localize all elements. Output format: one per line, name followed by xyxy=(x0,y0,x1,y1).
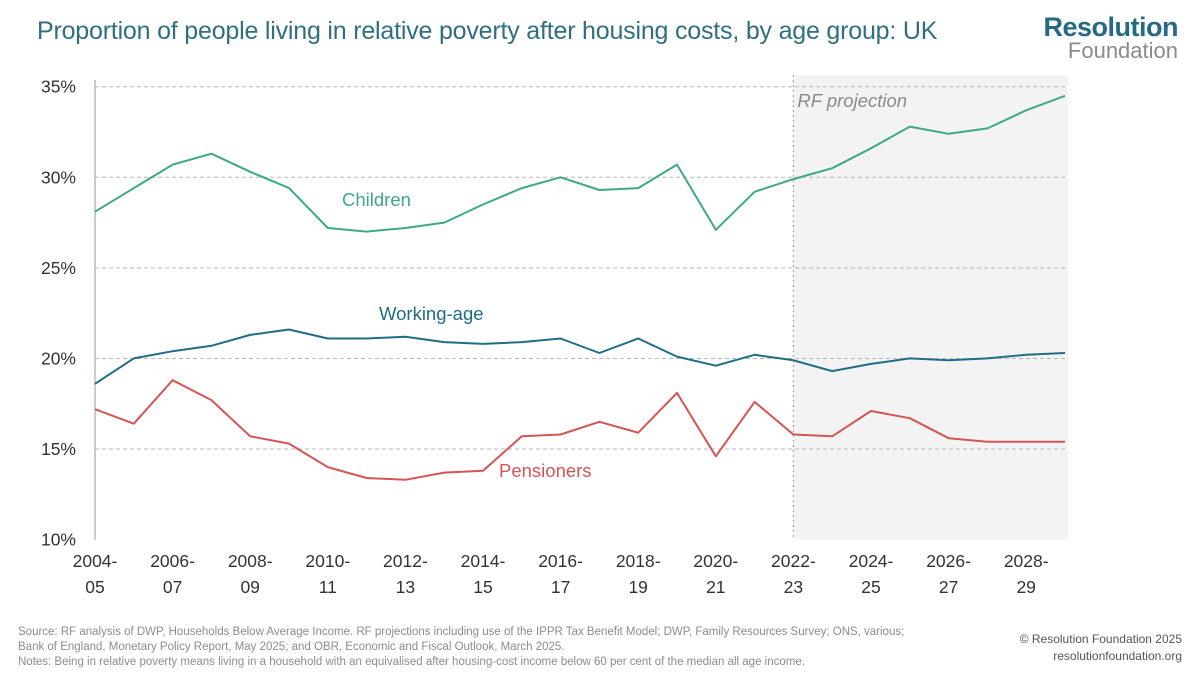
source-line-1: Source: RF analysis of DWP, Households B… xyxy=(18,626,905,638)
x-tick-label: 2012- xyxy=(383,551,428,571)
x-tick-label: 2008- xyxy=(228,551,273,571)
x-tick-label: 11 xyxy=(319,577,337,597)
website-link[interactable]: resolutionfoundation.org xyxy=(1053,649,1182,663)
y-tick-label: 25% xyxy=(41,258,76,278)
x-tick-label: 13 xyxy=(396,577,415,597)
x-tick-label: 05 xyxy=(85,577,104,597)
footer-notes: Source: RF analysis of DWP, Households B… xyxy=(18,625,978,670)
x-tick-label: 2024- xyxy=(849,551,894,571)
x-tick-label: 2028- xyxy=(1004,551,1049,571)
x-tick-label: 27 xyxy=(939,577,958,597)
notes-line: Notes: Being in relative poverty means l… xyxy=(18,656,805,668)
y-tick-label: 15% xyxy=(41,439,76,459)
series-label-working-age: Working-age xyxy=(379,303,484,324)
x-tick-label: 2026- xyxy=(926,551,971,571)
y-tick-label: 10% xyxy=(41,530,76,550)
x-tick-label: 07 xyxy=(163,577,182,597)
resolution-foundation-logo: Resolution Foundation xyxy=(1044,14,1179,62)
y-tick-label: 20% xyxy=(41,348,76,368)
logo-line1: Resolution xyxy=(1043,12,1179,42)
x-tick-label: 29 xyxy=(1016,577,1035,597)
x-tick-label: 2016- xyxy=(538,551,583,571)
x-tick-label: 2006- xyxy=(150,551,195,571)
x-tick-label: 2022- xyxy=(771,551,816,571)
copyright: © Resolution Foundation 2025 xyxy=(1019,632,1182,646)
logo-line2: Foundation xyxy=(1067,38,1178,63)
series-label-pensioners: Pensioners xyxy=(499,460,592,481)
x-tick-label: 2018- xyxy=(616,551,661,571)
series-line-children xyxy=(94,94,1066,233)
x-tick-label: 09 xyxy=(240,577,259,597)
x-tick-label: 2014- xyxy=(461,551,506,571)
x-tick-label: 25 xyxy=(861,577,880,597)
chart-title: Proportion of people living in relative … xyxy=(37,17,938,45)
projection-label: RF projection xyxy=(797,90,907,111)
x-tick-label: 2020- xyxy=(693,551,738,571)
x-tick-label: 19 xyxy=(628,577,647,597)
projection-shading xyxy=(793,75,1068,540)
y-tick-label: 35% xyxy=(41,77,76,97)
x-tick-label: 2004- xyxy=(73,551,118,571)
source-line-2: Bank of England, Monetary Policy Report,… xyxy=(18,641,565,653)
x-tick-label: 17 xyxy=(551,577,570,597)
y-tick-label: 30% xyxy=(41,167,76,187)
x-tick-label: 23 xyxy=(784,577,803,597)
series-label-children: Children xyxy=(342,189,411,210)
x-tick-label: 2010- xyxy=(305,551,350,571)
x-tick-label: 21 xyxy=(706,577,725,597)
series-line-pensioners xyxy=(94,379,1065,481)
footer-credit: © Resolution Foundation 2025 resolutionf… xyxy=(1020,631,1182,665)
series-line-working-age xyxy=(94,328,1066,385)
x-tick-label: 15 xyxy=(473,577,492,597)
